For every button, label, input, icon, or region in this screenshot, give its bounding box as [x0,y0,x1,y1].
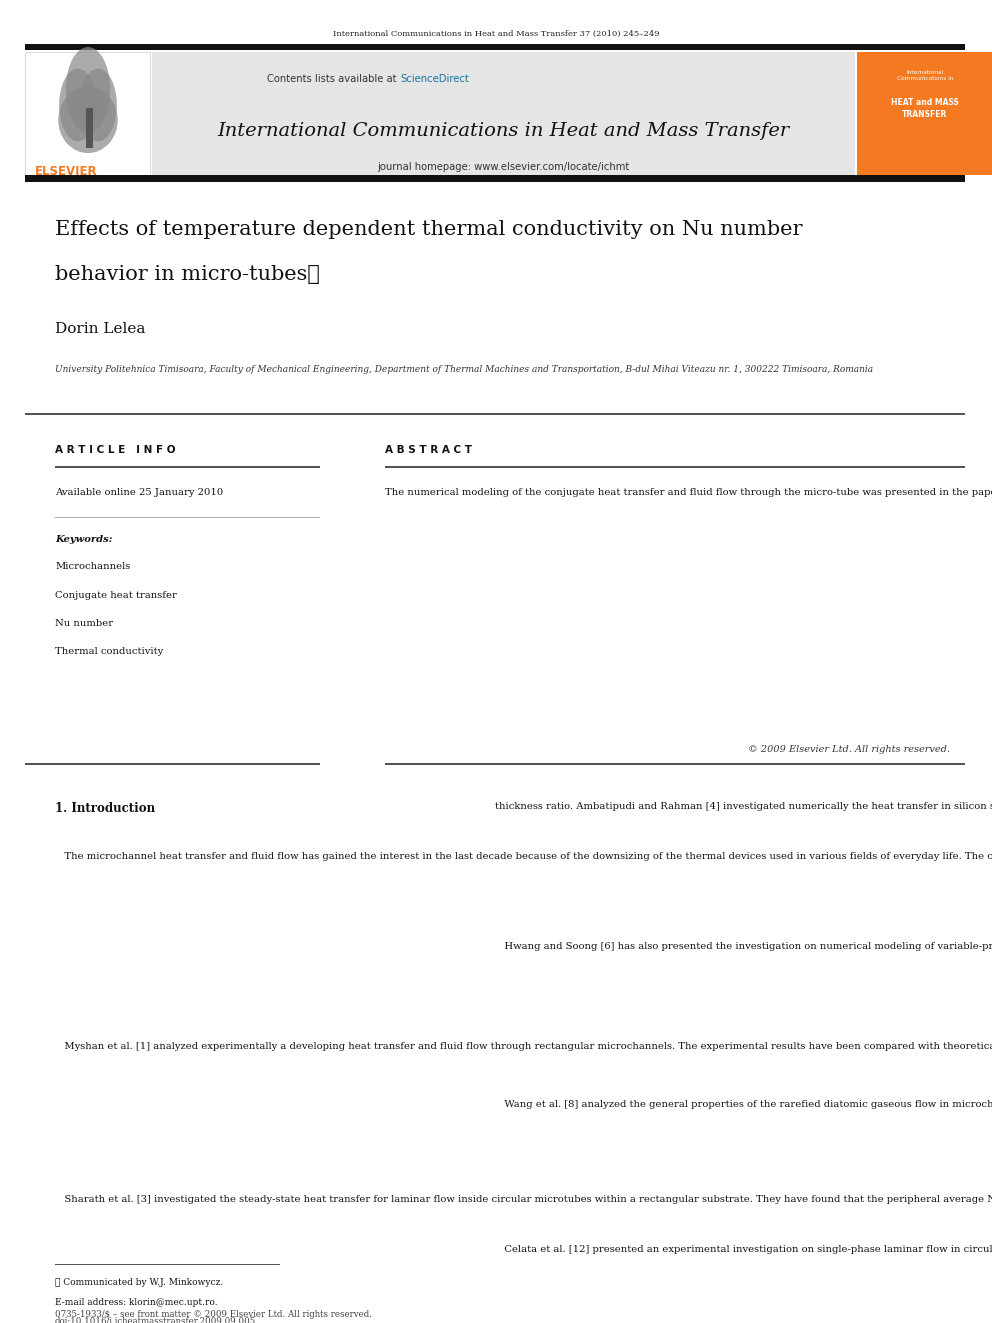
Bar [85,108,93,148]
Text: International Communications in Heat and Mass Transfer 37 (2010) 245–249: International Communications in Heat and… [332,30,660,38]
Text: doi:10.1016/j.icheatmasstransfer.2009.09.005: doi:10.1016/j.icheatmasstransfer.2009.09… [55,1316,256,1323]
Text: E-mail address: klorin@mec.upt.ro.: E-mail address: klorin@mec.upt.ro. [55,1298,217,1307]
Text: Conjugate heat transfer: Conjugate heat transfer [55,590,177,599]
Bar [25,413,965,415]
Text: The numerical modeling of the conjugate heat transfer and fluid flow through the: The numerical modeling of the conjugate … [385,488,992,497]
Bar [25,762,320,765]
Text: University Politehnica Timisoara, Faculty of Mechanical Engineering, Department : University Politehnica Timisoara, Facult… [55,365,873,374]
Text: Myshan et al. [1] analyzed experimentally a developing heat transfer and fluid f: Myshan et al. [1] analyzed experimentall… [55,1043,992,1050]
Ellipse shape [79,69,117,142]
Text: Keywords:: Keywords: [55,534,112,544]
Text: International
Communications in: International Communications in [897,70,953,81]
Text: International Communications in Heat and Mass Transfer: International Communications in Heat and… [217,122,789,140]
Bar [55,466,320,468]
Bar [152,52,855,175]
Text: © 2009 Elsevier Ltd. All rights reserved.: © 2009 Elsevier Ltd. All rights reserved… [748,745,950,754]
Text: A R T I C L E   I N F O: A R T I C L E I N F O [55,445,176,455]
Text: 0735-1933/$ – see front matter © 2009 Elsevier Ltd. All rights reserved.: 0735-1933/$ – see front matter © 2009 El… [55,1310,372,1319]
Text: Microchannels: Microchannels [55,562,130,572]
Text: ELSEVIER: ELSEVIER [35,165,97,179]
Bar [25,52,150,175]
Ellipse shape [65,48,110,134]
Text: Wang et al. [8] analyzed the general properties of the rarefied diatomic gaseous: Wang et al. [8] analyzed the general pro… [495,1099,992,1109]
Bar [385,762,965,765]
Bar [385,466,965,468]
Text: HEAT and MASS
TRANSFER: HEAT and MASS TRANSFER [891,98,959,119]
Text: Available online 25 January 2010: Available online 25 January 2010 [55,488,223,497]
Text: Hwang and Soong [6] has also presented the investigation on numerical modeling o: Hwang and Soong [6] has also presented t… [495,942,992,951]
Ellipse shape [59,87,118,153]
Text: The microchannel heat transfer and fluid flow has gained the interest in the las: The microchannel heat transfer and fluid… [55,852,992,861]
Text: thickness ratio. Ambatipudi and Rahman [4] investigated numerically the heat tra: thickness ratio. Ambatipudi and Rahman [… [495,802,992,811]
Bar [857,52,992,175]
Text: 1. Introduction: 1. Introduction [55,802,155,815]
Text: ScienceDirect: ScienceDirect [400,74,469,83]
Text: journal homepage: www.elsevier.com/locate/ichmt: journal homepage: www.elsevier.com/locat… [377,161,629,172]
Text: ★ Communicated by W.J. Minkowycz.: ★ Communicated by W.J. Minkowycz. [55,1278,223,1287]
Text: Nu number: Nu number [55,619,113,628]
Bar [25,44,965,50]
Ellipse shape [60,69,97,142]
Text: Contents lists available at: Contents lists available at [268,74,400,83]
Text: Celata et al. [12] presented an experimental investigation on single-phase lamin: Celata et al. [12] presented an experime… [495,1245,992,1254]
Text: Dorin Lelea: Dorin Lelea [55,321,146,336]
Text: Thermal conductivity: Thermal conductivity [55,647,164,656]
Bar [25,175,965,183]
Text: behavior in micro-tubes☆: behavior in micro-tubes☆ [55,265,319,284]
Text: Effects of temperature dependent thermal conductivity on Nu number: Effects of temperature dependent thermal… [55,220,803,239]
Text: A B S T R A C T: A B S T R A C T [385,445,472,455]
Text: Sharath et al. [3] investigated the steady-state heat transfer for laminar flow : Sharath et al. [3] investigated the stea… [55,1195,992,1204]
